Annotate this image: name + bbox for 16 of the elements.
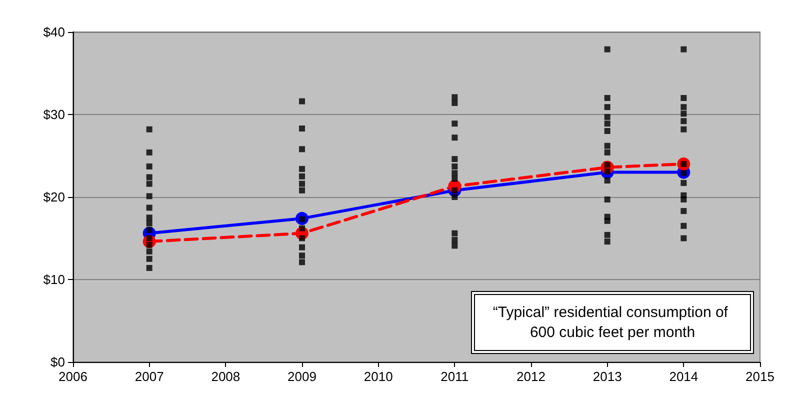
x-tick-label: 2010	[364, 369, 393, 384]
x-tick-label: 2007	[134, 369, 164, 384]
x-tick-label: 2008	[211, 369, 240, 384]
x-tick-label: 2009	[288, 369, 316, 384]
y-tick-label: $10	[43, 272, 65, 287]
x-tick-label: 2006	[58, 369, 88, 384]
x-tick-label: 2012	[516, 369, 546, 384]
x-tick-label: 2013	[592, 369, 622, 384]
y-tick-label: $0	[50, 354, 65, 370]
x-tick-label: 2011	[440, 369, 469, 384]
x-tick-label: 2015	[746, 369, 774, 384]
x-tick-label: 2014	[669, 369, 698, 384]
y-tick-label: $40	[43, 24, 65, 40]
y-tick-label: $20	[43, 190, 65, 204]
y-tick-label: $30	[43, 107, 65, 122]
annotation: “Typical” residential consumption of 600 cubic feet per month	[492, 304, 732, 341]
